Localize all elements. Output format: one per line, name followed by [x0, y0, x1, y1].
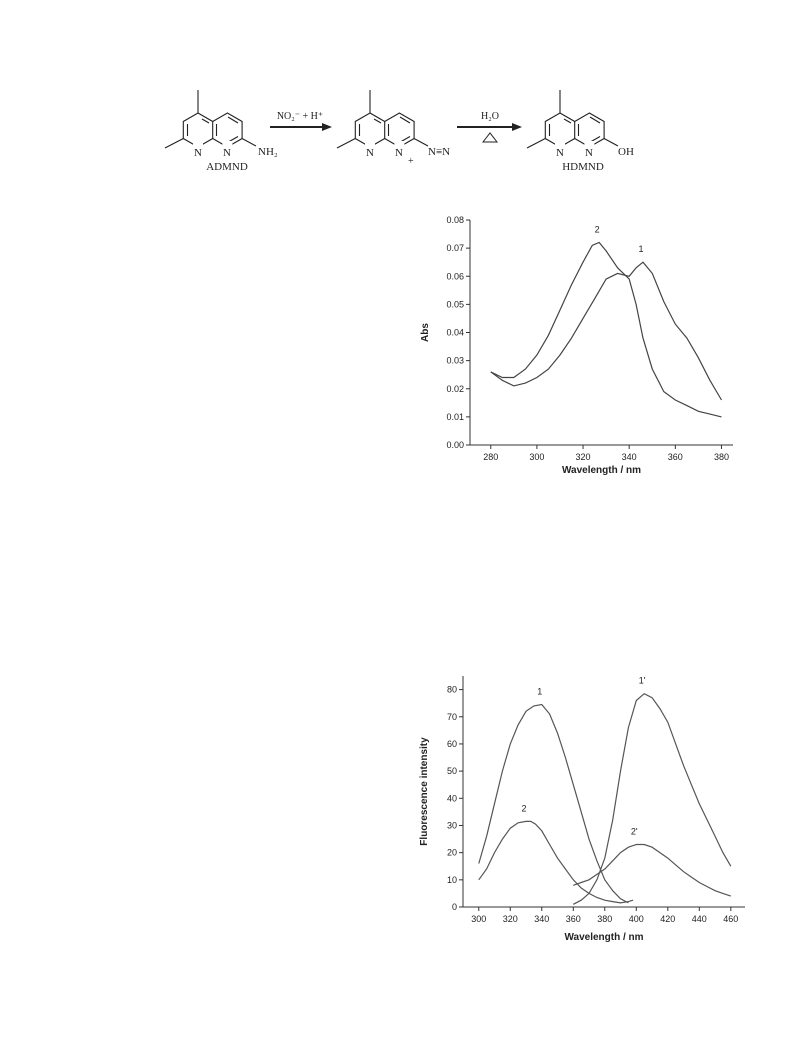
y-tick-label: 0.04	[446, 328, 464, 338]
x-tick-label: 380	[597, 914, 612, 924]
y-tick-label: 80	[447, 685, 457, 695]
y-tick-label: 20	[447, 848, 457, 858]
x-tick-label: 320	[576, 452, 591, 462]
arrowhead	[322, 123, 332, 131]
x-tick-label: 400	[629, 914, 644, 924]
series-line	[478, 703, 629, 904]
molecule-diazonium	[336, 89, 429, 153]
series-line	[573, 843, 731, 897]
reagent: NO₂⁻ + H⁺	[277, 111, 323, 122]
x-tick-label: 380	[714, 452, 729, 462]
x-tick-label: 340	[534, 914, 549, 924]
y-tick-label: 0.07	[446, 243, 464, 253]
y-tick-label: 70	[447, 712, 457, 722]
y-axis-title: Abs	[420, 323, 431, 342]
y-tick-label: 30	[447, 820, 457, 830]
y-tick-label: 60	[447, 739, 457, 749]
atom-label: N	[366, 147, 374, 159]
arrowhead	[512, 123, 522, 131]
y-tick-label: 0.01	[446, 412, 464, 422]
x-tick-label: 320	[503, 914, 518, 924]
x-tick-label: 280	[483, 452, 498, 462]
x-tick-label: 360	[668, 452, 683, 462]
molecule-admnd	[164, 89, 257, 153]
y-tick-label: 0.00	[446, 440, 464, 450]
y-tick-label: 50	[447, 766, 457, 776]
atom-label: N	[194, 147, 202, 159]
compound-label: ADMND	[206, 161, 248, 173]
x-tick-label: 300	[529, 452, 544, 462]
series-line	[573, 692, 732, 905]
y-axis-title: Fluorescence intensity	[419, 737, 430, 846]
y-tick-label: 0.03	[446, 356, 464, 366]
atom-label: N	[223, 147, 231, 159]
x-tick-label: 340	[622, 452, 637, 462]
x-tick-label: 460	[723, 914, 738, 924]
y-tick-label: 0.02	[446, 384, 464, 394]
reaction-scheme: N N N N N N NH₂ N≡N + OH ADMND HDMND NO₂…	[164, 89, 634, 173]
x-tick-label: 300	[471, 914, 486, 924]
atom-label: N	[585, 147, 593, 159]
y-tick-label: 0.08	[446, 215, 464, 225]
compound-label: HDMND	[562, 161, 604, 173]
reagent: H₂O	[481, 111, 499, 122]
series-line	[490, 261, 723, 401]
atom-label: N	[395, 147, 403, 159]
series-label: 2	[522, 803, 527, 813]
molecule-hdmnd	[526, 89, 619, 153]
y-tick-label: 0.06	[446, 271, 464, 281]
y-tick-label: 40	[447, 793, 457, 803]
series-label: 2'	[631, 826, 638, 836]
x-tick-label: 420	[660, 914, 675, 924]
series-label: 2	[595, 225, 600, 235]
series-label: 1'	[639, 676, 646, 686]
atom-label: N	[556, 147, 564, 159]
group-label: N≡N	[428, 146, 450, 158]
y-tick-label: 10	[447, 875, 457, 885]
series-label: 1	[639, 244, 644, 254]
series-label: 1	[537, 687, 542, 697]
y-tick-label: 0.05	[446, 299, 464, 309]
series-line	[478, 820, 634, 904]
group-label: NH₂	[258, 146, 278, 158]
y-tick-label: 0	[452, 902, 457, 912]
charge-label: +	[408, 156, 414, 167]
heat-symbol	[481, 132, 499, 143]
x-tick-label: 440	[692, 914, 707, 924]
x-tick-label: 360	[566, 914, 581, 924]
x-axis-title: Wavelength / nm	[562, 465, 641, 476]
x-axis-title: Wavelength / nm	[564, 932, 643, 943]
series-line	[490, 241, 722, 418]
group-label: OH	[618, 146, 634, 158]
